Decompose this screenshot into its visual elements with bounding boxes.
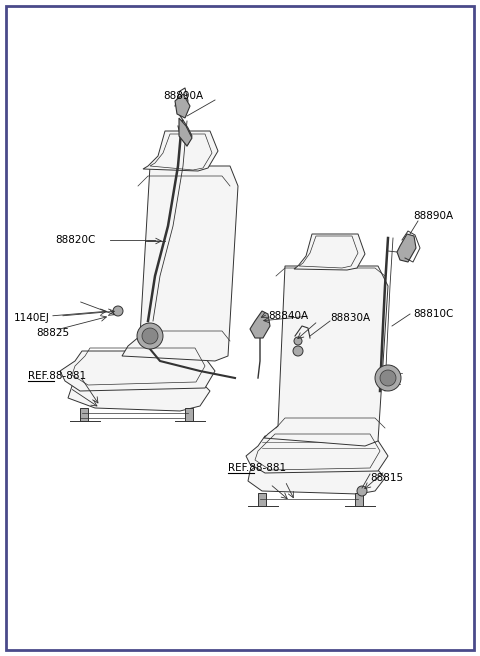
- Polygon shape: [397, 234, 416, 262]
- Polygon shape: [185, 408, 193, 421]
- Text: 88840A: 88840A: [268, 311, 308, 321]
- Polygon shape: [80, 408, 88, 421]
- Text: REF.88-881: REF.88-881: [28, 371, 86, 381]
- Circle shape: [375, 365, 401, 391]
- Polygon shape: [122, 166, 238, 361]
- Text: 88890A: 88890A: [163, 91, 203, 101]
- Circle shape: [294, 337, 302, 345]
- Polygon shape: [175, 94, 190, 118]
- Text: REF.88-881: REF.88-881: [228, 463, 286, 473]
- Text: 88825: 88825: [36, 328, 69, 338]
- Text: 88890A: 88890A: [413, 211, 453, 221]
- Polygon shape: [246, 436, 388, 473]
- Circle shape: [113, 306, 123, 316]
- Polygon shape: [355, 493, 363, 506]
- Polygon shape: [179, 118, 192, 146]
- Text: 88830A: 88830A: [330, 313, 370, 323]
- Text: 88815: 88815: [370, 473, 403, 483]
- Circle shape: [137, 323, 163, 349]
- Polygon shape: [60, 351, 215, 391]
- Circle shape: [357, 486, 367, 496]
- Polygon shape: [264, 266, 388, 446]
- Text: 88820C: 88820C: [55, 235, 96, 245]
- Polygon shape: [250, 311, 270, 338]
- Polygon shape: [258, 493, 266, 506]
- Text: 88810C: 88810C: [413, 309, 454, 319]
- Text: 1140EJ: 1140EJ: [14, 313, 50, 323]
- Polygon shape: [248, 461, 385, 494]
- Polygon shape: [68, 376, 210, 411]
- Polygon shape: [294, 234, 365, 270]
- Circle shape: [380, 370, 396, 386]
- Polygon shape: [143, 131, 218, 171]
- Circle shape: [142, 328, 158, 344]
- Circle shape: [293, 346, 303, 356]
